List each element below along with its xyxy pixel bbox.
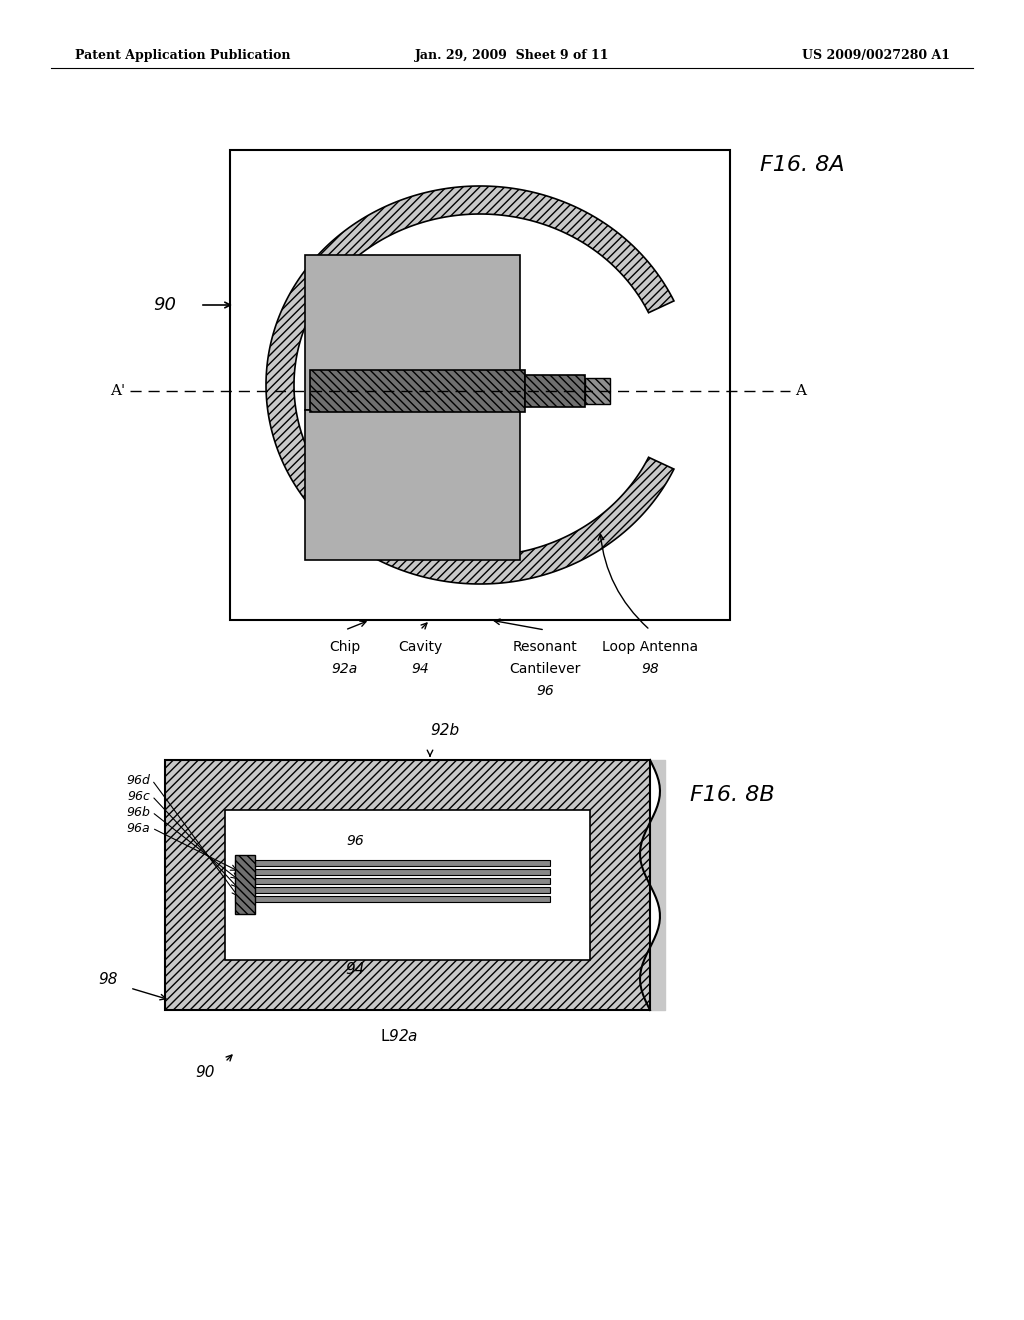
Bar xyxy=(305,411,520,560)
Bar xyxy=(234,887,550,894)
Text: 90: 90 xyxy=(196,1065,215,1080)
Bar xyxy=(234,896,550,902)
Bar xyxy=(305,255,520,411)
Text: A: A xyxy=(795,384,806,399)
Text: 98: 98 xyxy=(641,663,658,676)
Text: F16. 8A: F16. 8A xyxy=(760,154,845,176)
Bar xyxy=(525,375,585,407)
Text: F16. 8B: F16. 8B xyxy=(690,785,774,805)
Text: 96c: 96c xyxy=(127,789,150,803)
Bar xyxy=(230,150,730,620)
Text: 98: 98 xyxy=(98,973,118,987)
Bar xyxy=(225,810,590,960)
Text: 90: 90 xyxy=(154,296,176,314)
Text: 96: 96 xyxy=(537,684,554,698)
Text: 92b: 92b xyxy=(430,723,459,738)
Bar xyxy=(234,861,550,866)
Text: Cavity: Cavity xyxy=(398,640,442,653)
Text: 94: 94 xyxy=(411,663,429,676)
Text: US 2009/0027280 A1: US 2009/0027280 A1 xyxy=(802,49,950,62)
Text: 96: 96 xyxy=(346,834,364,847)
Text: $\mathsf{L}$92a: $\mathsf{L}$92a xyxy=(380,1028,418,1044)
Text: Cantilever: Cantilever xyxy=(509,663,581,676)
Bar xyxy=(234,869,550,875)
Text: A': A' xyxy=(110,384,125,399)
Text: Patent Application Publication: Patent Application Publication xyxy=(75,49,291,62)
Bar xyxy=(310,370,525,412)
Bar xyxy=(234,878,550,884)
Text: Jan. 29, 2009  Sheet 9 of 11: Jan. 29, 2009 Sheet 9 of 11 xyxy=(415,49,609,62)
Polygon shape xyxy=(266,186,674,583)
Bar xyxy=(585,378,610,404)
Text: 96a: 96a xyxy=(126,821,150,834)
Bar xyxy=(165,760,650,1010)
Text: 92a: 92a xyxy=(332,663,358,676)
Text: 96d: 96d xyxy=(126,774,150,787)
Text: Chip: Chip xyxy=(330,640,360,653)
Text: Resonant: Resonant xyxy=(513,640,578,653)
Bar xyxy=(234,855,255,913)
Text: 94: 94 xyxy=(345,962,365,978)
Text: 96b: 96b xyxy=(126,805,150,818)
Text: Loop Antenna: Loop Antenna xyxy=(602,640,698,653)
